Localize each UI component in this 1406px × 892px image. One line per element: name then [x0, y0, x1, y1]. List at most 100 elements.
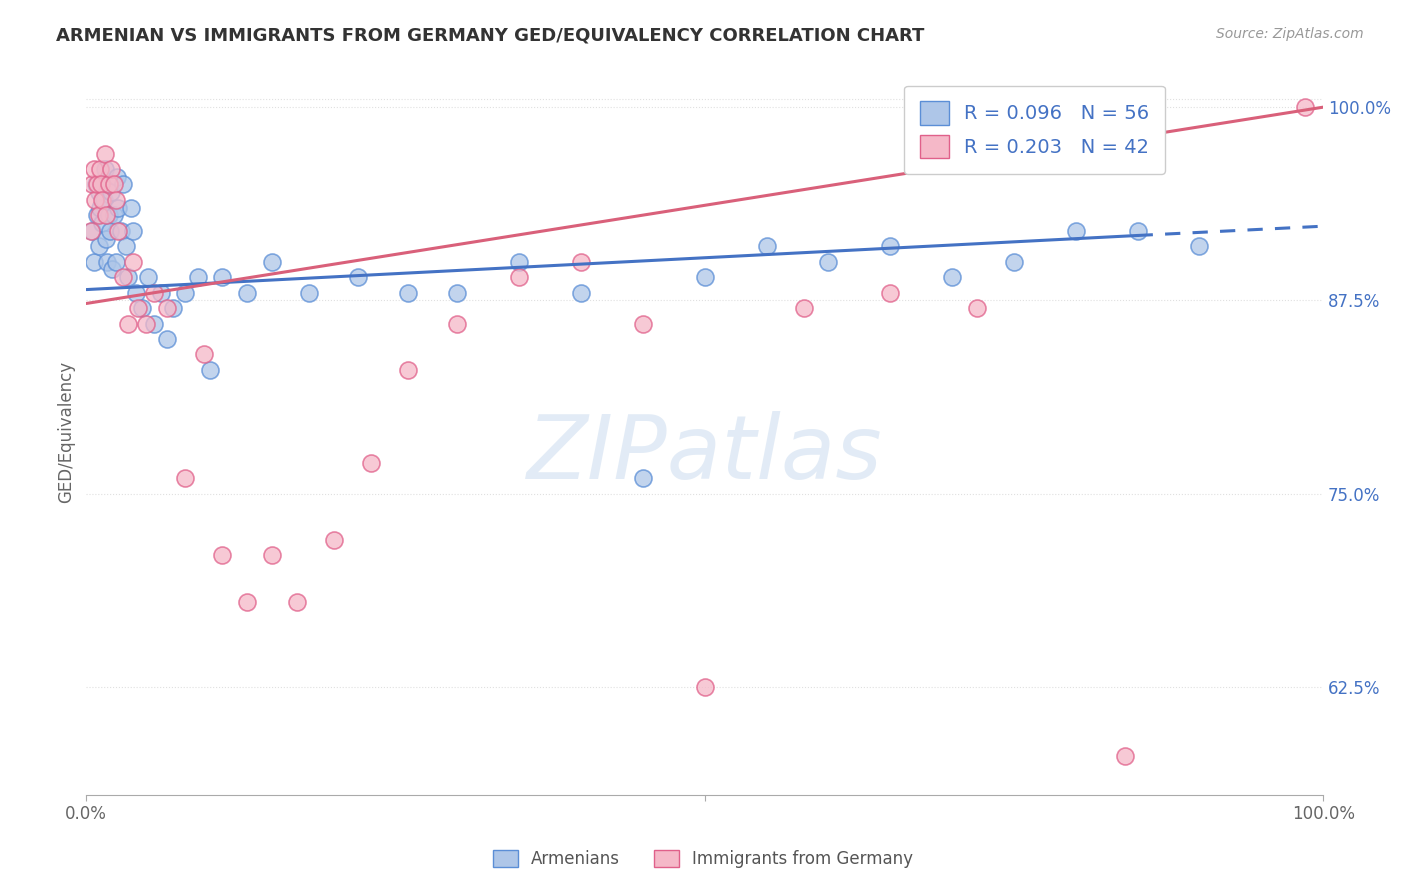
Point	[285, 595, 308, 609]
Point	[84, 193, 107, 207]
Point	[236, 595, 259, 609]
Point	[1126, 224, 1149, 238]
Point	[89, 161, 111, 176]
Point	[125, 285, 148, 300]
Point	[103, 178, 125, 192]
Point	[1002, 254, 1025, 268]
Point	[98, 224, 121, 238]
Point	[187, 270, 209, 285]
Point	[396, 363, 419, 377]
Point	[793, 301, 815, 315]
Point	[100, 161, 122, 176]
Point	[136, 270, 159, 285]
Point	[941, 270, 963, 285]
Point	[90, 178, 112, 192]
Point	[966, 301, 988, 315]
Point	[94, 231, 117, 245]
Point	[156, 332, 179, 346]
Text: Source: ZipAtlas.com: Source: ZipAtlas.com	[1216, 27, 1364, 41]
Point	[693, 680, 716, 694]
Point	[96, 254, 118, 268]
Point	[174, 285, 197, 300]
Point	[80, 224, 103, 238]
Point	[117, 270, 139, 285]
Point	[143, 317, 166, 331]
Y-axis label: GED/Equivalency: GED/Equivalency	[58, 360, 75, 503]
Point	[817, 254, 839, 268]
Point	[1188, 239, 1211, 253]
Point	[1114, 749, 1136, 764]
Point	[360, 456, 382, 470]
Point	[87, 208, 110, 222]
Point	[91, 216, 114, 230]
Point	[1064, 224, 1087, 238]
Point	[107, 224, 129, 238]
Point	[508, 254, 530, 268]
Point	[174, 471, 197, 485]
Point	[112, 178, 135, 192]
Point	[94, 208, 117, 222]
Point	[1294, 100, 1316, 114]
Point	[879, 239, 901, 253]
Point	[89, 201, 111, 215]
Point	[87, 239, 110, 253]
Point	[90, 178, 112, 192]
Point	[446, 285, 468, 300]
Point	[135, 317, 157, 331]
Point	[211, 549, 233, 563]
Point	[162, 301, 184, 315]
Point	[211, 270, 233, 285]
Point	[347, 270, 370, 285]
Point	[83, 161, 105, 176]
Point	[631, 317, 654, 331]
Point	[322, 533, 344, 547]
Point	[87, 185, 110, 199]
Point	[131, 301, 153, 315]
Point	[86, 208, 108, 222]
Point	[149, 285, 172, 300]
Point	[84, 178, 107, 192]
Point	[101, 262, 124, 277]
Point	[82, 178, 104, 192]
Point	[93, 193, 115, 207]
Point	[156, 301, 179, 315]
Text: ZIPatlas: ZIPatlas	[527, 410, 883, 497]
Point	[693, 270, 716, 285]
Point	[879, 285, 901, 300]
Point	[86, 178, 108, 192]
Point	[112, 270, 135, 285]
Text: ARMENIAN VS IMMIGRANTS FROM GERMANY GED/EQUIVALENCY CORRELATION CHART: ARMENIAN VS IMMIGRANTS FROM GERMANY GED/…	[56, 27, 925, 45]
Point	[107, 201, 129, 215]
Point	[569, 254, 592, 268]
Point	[236, 285, 259, 300]
Point	[122, 254, 145, 268]
Point	[97, 208, 120, 222]
Point	[82, 224, 104, 238]
Point	[83, 254, 105, 268]
Point	[104, 254, 127, 268]
Point	[94, 146, 117, 161]
Point	[193, 347, 215, 361]
Point	[115, 239, 138, 253]
Point	[91, 193, 114, 207]
Point	[100, 185, 122, 199]
Point	[508, 270, 530, 285]
Point	[103, 208, 125, 222]
Point	[631, 471, 654, 485]
Point	[298, 285, 321, 300]
Point	[396, 285, 419, 300]
Legend: R = 0.096   N = 56, R = 0.203   N = 42: R = 0.096 N = 56, R = 0.203 N = 42	[904, 86, 1166, 174]
Point	[122, 224, 145, 238]
Point	[104, 193, 127, 207]
Point	[755, 239, 778, 253]
Point	[120, 201, 142, 215]
Legend: Armenians, Immigrants from Germany: Armenians, Immigrants from Germany	[486, 843, 920, 875]
Point	[97, 178, 120, 192]
Point	[110, 224, 132, 238]
Point	[260, 254, 283, 268]
Point	[105, 169, 128, 184]
Point	[260, 549, 283, 563]
Point	[127, 301, 149, 315]
Point	[94, 161, 117, 176]
Point	[446, 317, 468, 331]
